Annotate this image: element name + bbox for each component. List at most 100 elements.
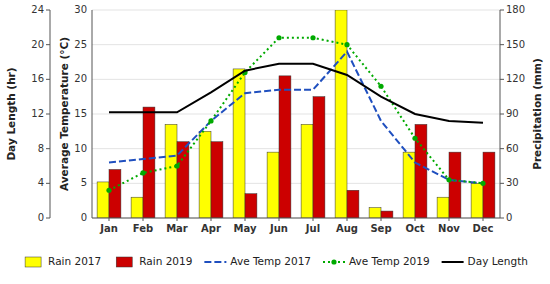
x-tick-label: Sep [370, 223, 391, 234]
y2-tick [500, 79, 504, 80]
y3-tick [46, 114, 50, 115]
legend-item: Ave Temp 2019 [323, 255, 430, 267]
y3-tick [46, 218, 50, 219]
grid [92, 10, 500, 218]
bar [403, 152, 415, 218]
y3-tick-label: 20 [31, 39, 44, 50]
y3-tick-label: 8 [38, 143, 44, 154]
legend-item: Rain 2019 [116, 255, 192, 267]
x-tick-label: Aug [336, 223, 358, 234]
chart: 051015202530030609012015018004812162024D… [0, 0, 550, 284]
y2-tick-label: 60 [506, 143, 519, 154]
x-tick-label: Jan [99, 223, 118, 234]
marker [140, 170, 145, 175]
bar [97, 182, 109, 218]
bar [369, 208, 381, 218]
y-axis-line [92, 10, 93, 218]
marker [208, 118, 213, 123]
marker [310, 35, 315, 40]
bar [143, 107, 155, 218]
legend: Rain 2017 Rain 2019 Ave Temp 2017 Ave Temp … [25, 255, 528, 267]
y3-tick [46, 10, 50, 11]
grid-line [92, 218, 500, 219]
legend-marker [331, 259, 336, 264]
y-tick-label: 15 [74, 108, 87, 119]
marker [412, 136, 417, 141]
bar [279, 76, 291, 218]
bar [233, 69, 245, 218]
legend-item: Rain 2017 [25, 255, 101, 267]
grid-line [92, 44, 500, 45]
y-label: Average Temperature (°C) [58, 37, 70, 191]
y2-tick [500, 183, 504, 184]
y-tick-label: 30 [74, 4, 87, 15]
x-tick-label: Feb [133, 223, 153, 234]
legend-label: Day Length [468, 255, 528, 267]
x-tick-label: Dec [472, 223, 493, 234]
line [109, 38, 483, 191]
y2-tick [500, 10, 504, 11]
line [109, 52, 483, 184]
x-tick-label: Oct [405, 223, 424, 234]
y2-label: Precipitation (mm) [531, 58, 543, 169]
marker [276, 35, 281, 40]
legend-swatch [442, 261, 464, 263]
bar [211, 142, 223, 218]
y3-tick-label: 4 [38, 177, 44, 188]
y2-tick [500, 44, 504, 45]
legend-swatch [204, 261, 226, 263]
y2-tick-label: 0 [506, 212, 512, 223]
marker [174, 163, 179, 168]
grid-line [92, 79, 500, 80]
y-tick-label: 20 [74, 73, 87, 84]
y-tick-label: 25 [74, 39, 87, 50]
bar [267, 152, 279, 218]
y3-tick [46, 148, 50, 149]
marker [446, 177, 451, 182]
bar [131, 197, 143, 218]
y2-tick-label: 150 [506, 39, 525, 50]
legend-swatch [25, 257, 41, 267]
y-tick-label: 10 [74, 143, 87, 154]
y3-tick-label: 24 [31, 4, 44, 15]
bar [347, 190, 359, 218]
bar [335, 10, 347, 218]
y2-tick-label: 180 [506, 4, 525, 15]
marker [344, 42, 349, 47]
legend-label: Rain 2019 [139, 255, 192, 267]
x-tick-label: Apr [201, 223, 221, 234]
bar [449, 152, 461, 218]
bar [109, 169, 121, 218]
y3-tick [46, 183, 50, 184]
bar [471, 183, 483, 218]
y3-tick-label: 16 [31, 73, 44, 84]
y-tick-label: 5 [81, 177, 87, 188]
y2-axis-line [500, 10, 501, 218]
y3-label: Day Length (hr) [5, 67, 17, 160]
x-tick-label: Mar [166, 223, 188, 234]
plot-marks [97, 10, 495, 218]
bar [245, 194, 257, 218]
y3-tick [46, 79, 50, 80]
bar [313, 97, 325, 218]
marker [480, 181, 485, 186]
y-tick-label: 0 [81, 212, 87, 223]
y2-tick-label: 30 [506, 177, 519, 188]
grid-line [92, 10, 500, 11]
y3-tick-label: 12 [31, 108, 44, 119]
legend-swatch [116, 257, 132, 267]
legend-label: Rain 2017 [48, 255, 101, 267]
bar [199, 131, 211, 218]
legend-label: Ave Temp 2019 [349, 255, 430, 267]
bar [165, 124, 177, 218]
line [109, 64, 483, 123]
bar [381, 211, 393, 218]
y2-tick [500, 114, 504, 115]
marker [106, 188, 111, 193]
legend-label: Ave Temp 2017 [230, 255, 311, 267]
x-tick-label: Jul [305, 223, 320, 234]
y2-tick-label: 120 [506, 73, 525, 84]
marker [378, 84, 383, 89]
y2-tick-label: 90 [506, 108, 519, 119]
x-tick-label: Jun [269, 223, 288, 234]
